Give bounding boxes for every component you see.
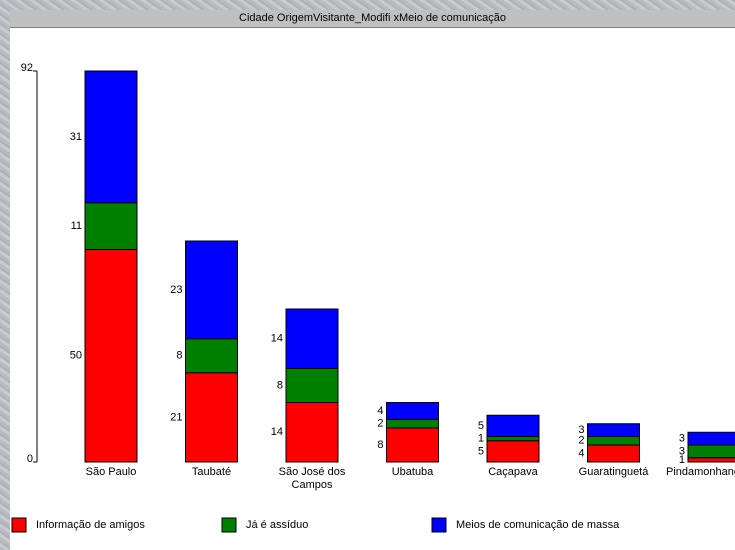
bar-segment (386, 427, 439, 463)
bar-segment (687, 431, 735, 446)
bar-segment (486, 414, 540, 437)
value-label: 1 (679, 454, 685, 466)
bar-segment (285, 308, 339, 369)
value-label: 4 (578, 447, 584, 459)
bar-segment (84, 70, 138, 204)
bar-segment (185, 338, 238, 374)
x-tick-label: São Paulo (85, 466, 137, 478)
x-tick-label: Ubatuba (391, 466, 434, 478)
value-label: 3 (578, 424, 584, 436)
value-label: 14 (271, 426, 283, 438)
y-tick-label: 92 (21, 62, 33, 74)
bar-segment (587, 423, 640, 437)
value-label: 1 (478, 433, 484, 445)
value-label: 11 (71, 220, 82, 232)
x-tick-label: São José dos Campos (278, 466, 346, 491)
chart-title: Cidade OrigemVisitante_Modifi xMeio de c… (10, 10, 735, 28)
legend-swatch (11, 517, 27, 533)
value-label: 3 (679, 433, 685, 445)
value-label: 31 (70, 131, 82, 143)
y-tick-label: 0 (27, 453, 33, 465)
bar-segment (285, 368, 339, 403)
bar-segment (587, 436, 640, 446)
legend-label: Informação de amigos (36, 519, 145, 531)
legend-swatch (431, 517, 447, 533)
bar-segment (687, 457, 735, 463)
value-label: 3 (679, 445, 685, 457)
value-label: 21 (170, 411, 182, 423)
value-label: 2 (578, 435, 584, 447)
value-label: 4 (377, 405, 383, 417)
bar-segment (285, 402, 339, 463)
bar-segment (587, 444, 640, 463)
value-label: 50 (70, 350, 82, 362)
x-tick-label: Taubaté (191, 466, 232, 478)
bar-segment (486, 440, 540, 463)
bar-segment (84, 249, 138, 463)
bar-segment (687, 444, 735, 459)
x-tick-label: Caçapava (488, 466, 538, 478)
x-tick-label: Guaratinguetá (578, 466, 649, 478)
bar-segment (185, 372, 238, 463)
x-tick-label: Pindamonhangaba (666, 466, 735, 478)
value-label: 8 (176, 350, 182, 362)
value-label: 5 (478, 420, 484, 432)
bar-segment (386, 402, 439, 420)
bar-segment (486, 436, 540, 442)
bar-segment (386, 419, 439, 429)
value-label: 2 (377, 418, 383, 430)
bar-segment (84, 202, 138, 250)
value-label: 8 (277, 379, 283, 391)
bar-segment (185, 240, 238, 340)
legend-swatch (221, 517, 237, 533)
value-label: 23 (170, 284, 182, 296)
value-label: 8 (377, 439, 383, 451)
legend-label: Já é assíduo (246, 519, 308, 531)
value-label: 14 (271, 333, 283, 345)
value-label: 5 (478, 445, 484, 457)
legend-label: Meios de comunicação de massa (456, 519, 620, 531)
